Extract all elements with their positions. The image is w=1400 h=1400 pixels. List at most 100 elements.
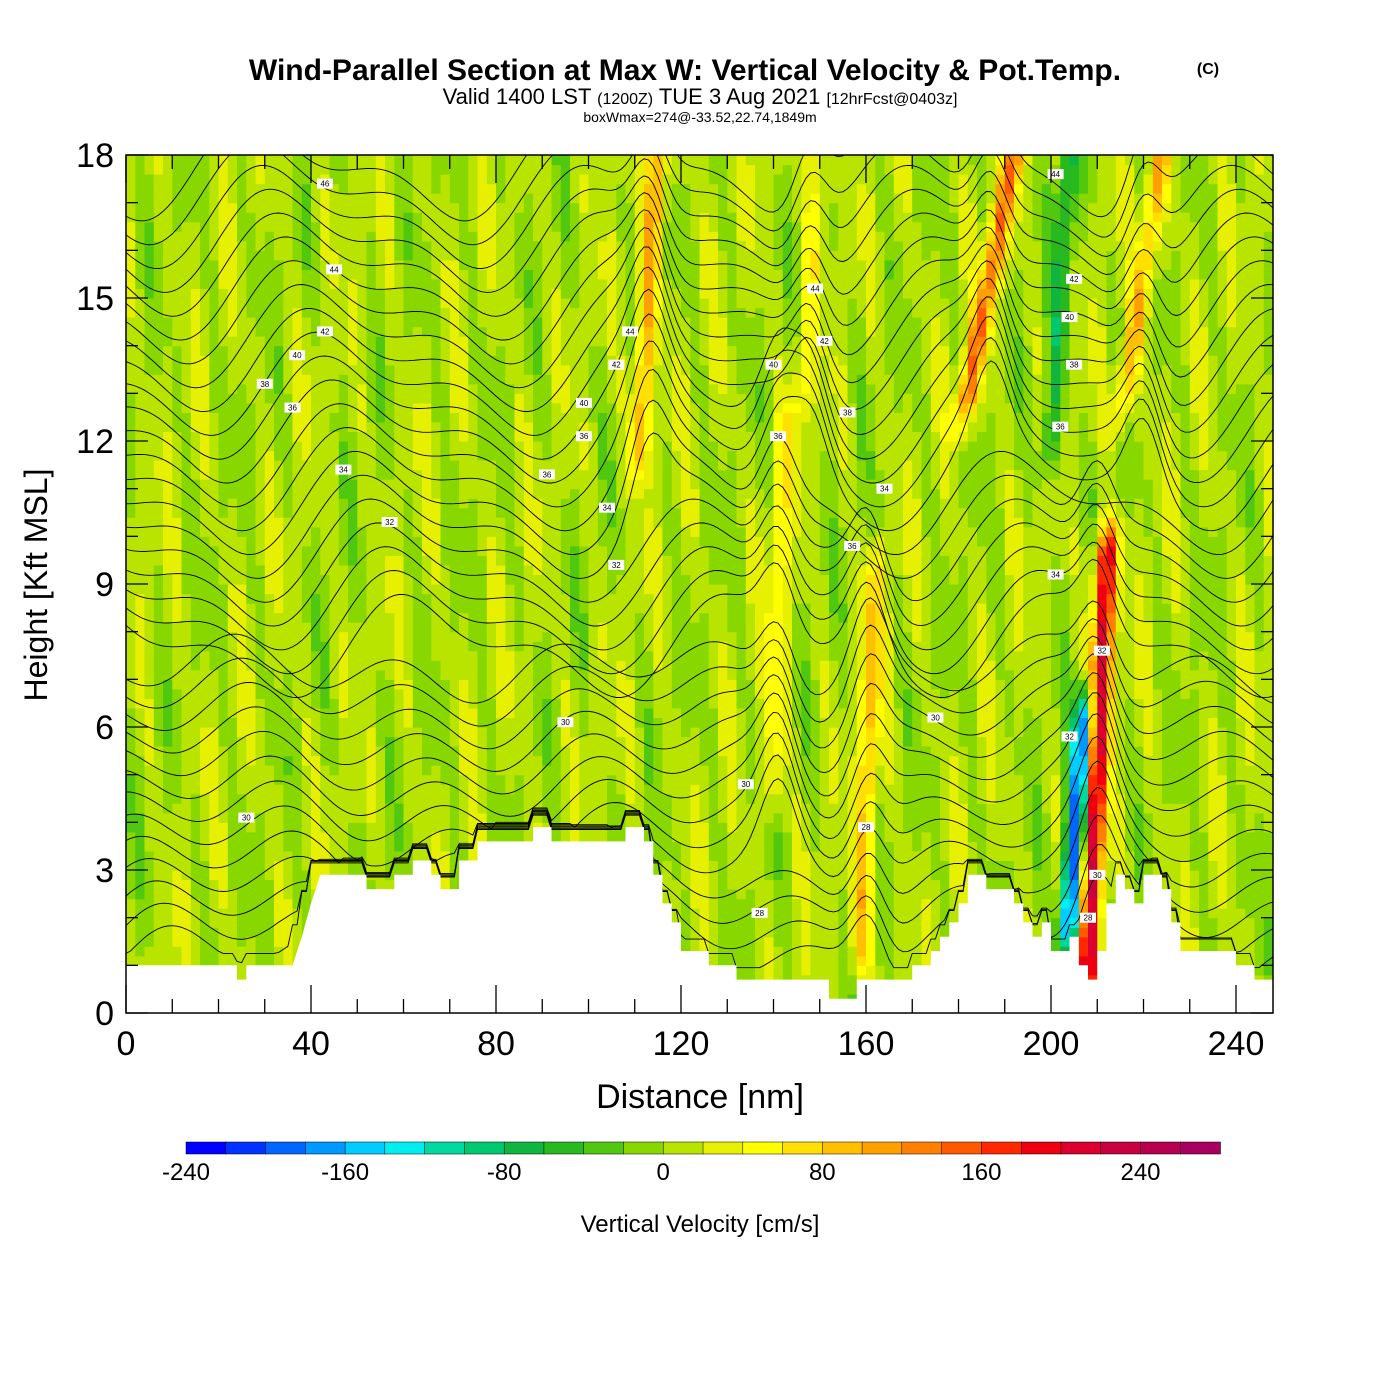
field-cell <box>486 774 497 785</box>
field-cell <box>338 688 349 699</box>
field-cell <box>135 183 146 194</box>
field-cell <box>403 345 414 356</box>
field-cell <box>181 317 192 328</box>
field-cell <box>625 536 636 547</box>
field-cell <box>542 269 553 280</box>
field-cell <box>144 555 155 566</box>
field-cell <box>172 612 183 623</box>
field-cell <box>570 421 580 432</box>
field-cell <box>542 793 553 804</box>
field-cell <box>200 812 210 823</box>
field-cell <box>394 736 405 747</box>
field-cell <box>551 393 562 404</box>
field-cell <box>311 231 321 242</box>
field-cell <box>412 517 423 528</box>
field-cell <box>200 793 210 804</box>
field-cell <box>403 593 414 604</box>
field-cell <box>227 393 238 404</box>
field-cell <box>459 412 469 423</box>
field-cell <box>163 231 173 242</box>
field-cell <box>227 936 238 947</box>
field-cell <box>468 555 479 566</box>
field-cell <box>348 793 358 804</box>
field-cell <box>542 164 553 175</box>
field-cell <box>616 441 627 452</box>
field-cell <box>468 431 479 442</box>
field-cell <box>348 536 358 547</box>
field-cell <box>375 793 386 804</box>
field-cell <box>468 155 479 166</box>
field-cell <box>292 870 303 881</box>
field-cell <box>385 488 395 499</box>
field-cell <box>542 364 553 375</box>
field-cell <box>625 631 636 642</box>
field-cell <box>338 402 349 413</box>
field-cell <box>227 946 238 957</box>
field-cell <box>209 383 220 394</box>
field-cell <box>607 707 617 718</box>
chart-title: Wind-Parallel Section at Max W: Vertical… <box>249 54 1121 87</box>
field-cell <box>172 259 183 270</box>
field-cell <box>422 736 432 747</box>
field-cell <box>283 574 294 585</box>
field-cell <box>597 345 608 356</box>
field-cell <box>403 564 414 575</box>
field-cell <box>385 660 395 671</box>
field-cell <box>486 507 497 518</box>
field-cell <box>375 326 386 337</box>
field-cell <box>255 936 266 947</box>
field-cell <box>486 517 497 528</box>
field-cell <box>403 450 414 461</box>
field-cell <box>135 374 146 385</box>
field-cell <box>459 784 469 795</box>
field-cell <box>338 498 349 509</box>
field-cell <box>153 231 164 242</box>
field-cell <box>153 669 164 680</box>
field-cell <box>597 593 608 604</box>
field-cell <box>274 393 284 404</box>
field-cell <box>477 545 488 556</box>
field-cell <box>190 193 201 204</box>
field-cell <box>163 164 173 175</box>
field-cell <box>625 431 636 442</box>
field-cell <box>588 641 599 652</box>
field-cell <box>338 374 349 385</box>
field-cell <box>283 593 294 604</box>
field-cell <box>264 660 275 671</box>
field-cell <box>449 755 460 766</box>
field-cell <box>459 584 469 595</box>
field-cell <box>126 183 136 194</box>
field-cell <box>579 765 590 776</box>
field-cell <box>227 421 238 432</box>
field-cell <box>440 612 451 623</box>
field-cell <box>329 421 340 432</box>
field-cell <box>246 250 257 261</box>
field-cell <box>422 660 432 671</box>
field-cell <box>394 622 405 633</box>
field-cell <box>412 831 423 842</box>
field-cell <box>514 155 525 166</box>
field-cell <box>338 507 349 518</box>
field-cell <box>255 469 266 480</box>
field-cell <box>163 450 173 461</box>
field-cell <box>264 650 275 661</box>
field-cell <box>375 345 386 356</box>
field-cell <box>126 612 136 623</box>
field-cell <box>218 288 229 299</box>
field-cell <box>366 717 377 728</box>
field-cell <box>597 584 608 595</box>
field-cell <box>227 898 238 909</box>
field-cell <box>348 850 358 861</box>
field-cell <box>551 317 562 328</box>
field-cell <box>570 469 580 480</box>
field-cell <box>274 479 284 490</box>
field-cell <box>264 183 275 194</box>
field-cell <box>190 803 201 814</box>
field-cell <box>375 231 386 242</box>
field-cell <box>246 431 257 442</box>
field-cell <box>237 421 247 432</box>
field-cell <box>514 164 525 175</box>
field-cell <box>163 545 173 556</box>
field-cell <box>181 240 192 251</box>
field-cell <box>422 317 432 328</box>
